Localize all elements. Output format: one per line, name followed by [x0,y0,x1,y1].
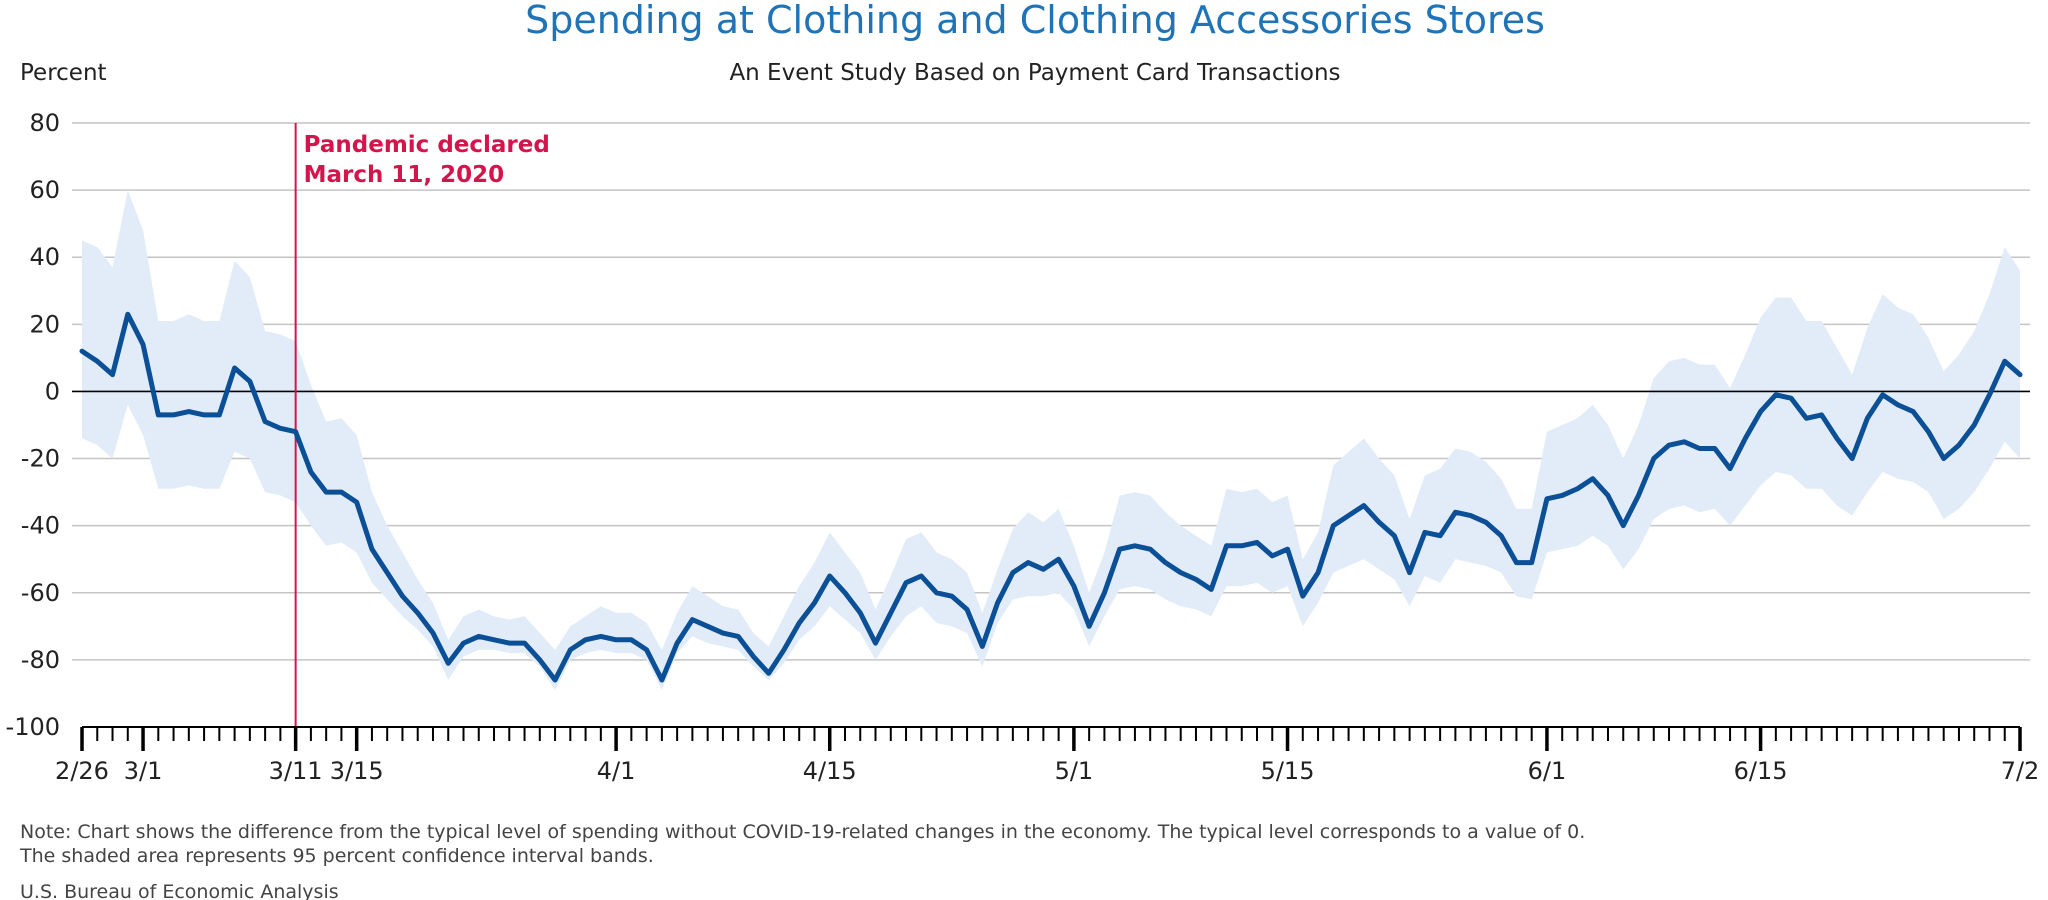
y-tick-label: 40 [29,243,60,271]
pandemic-annotation: Pandemic declared March 11, 2020 [294,123,550,727]
x-tick-labels: 2/26 3/1 3/11 3/15 4/1 4/15 5/1 5/15 6/1 6/15 7/2 [55,757,2039,785]
annotation-text: March 11, 2020 [304,162,505,188]
note-line-1: Note: Chart shows the difference from th… [20,821,1585,843]
spending-series-line [79,311,2023,683]
spending-line [79,311,2023,683]
confidence-band-area [82,190,2020,691]
x-tick-label: 2/26 [55,757,109,785]
chart-subtitle: An Event Study Based on Payment Card Tra… [729,60,1340,86]
y-axis-label: Percent [20,60,107,86]
y-tick-label: -60 [21,579,60,607]
x-tick-label: 3/1 [124,757,163,785]
y-tick-label: 0 [45,377,60,405]
y-tick-label: -80 [21,646,60,674]
x-tick-label: 6/1 [1528,757,1567,785]
chart-title: Spending at Clothing and Clothing Access… [525,0,1545,42]
y-tick-label: -40 [21,512,60,540]
x-tick-label: 4/15 [803,757,857,785]
x-tick-label: 3/11 [269,757,323,785]
source-label: U.S. Bureau of Economic Analysis [20,881,339,900]
x-tick-label: 5/1 [1055,757,1094,785]
x-tick-label: 6/15 [1734,757,1788,785]
y-tick-labels: 80 60 40 20 0 -20 -40 -60 -80 -100 [6,109,60,741]
x-tick-label: 4/1 [597,757,636,785]
x-axis [80,726,2022,751]
x-tick-label: 7/2 [2001,757,2040,785]
y-tick-label: 60 [29,176,60,204]
x-tick-label: 5/15 [1261,757,1315,785]
x-tick-label: 3/15 [330,757,384,785]
annotation-text: Pandemic declared [304,132,550,158]
y-tick-label: -100 [6,713,60,741]
y-tick-label: -20 [21,445,60,473]
y-tick-label: 80 [29,109,60,137]
confidence-band [82,190,2020,691]
y-tick-label: 20 [29,310,60,338]
note-line-2: The shaded area represents 95 percent co… [19,845,654,867]
